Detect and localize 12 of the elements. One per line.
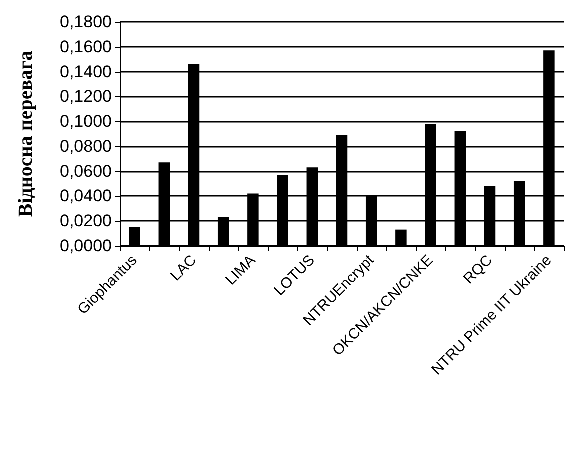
y-tick-label: 0,0800 xyxy=(60,136,112,156)
y-tick-label: 0,1600 xyxy=(60,37,112,56)
y-tick-label: 0,1200 xyxy=(60,87,112,106)
y-tick-label: 0,0000 xyxy=(60,236,112,256)
y-tick-label: 0,1000 xyxy=(60,112,112,132)
y-tick-label: 0,1800 xyxy=(60,12,112,32)
y-tick-label: 0,0200 xyxy=(60,212,112,231)
y-tick-label: 0,1400 xyxy=(60,62,112,82)
y-axis-title: Відносна перевага xyxy=(15,50,37,218)
y-tick-label: 0,0600 xyxy=(60,162,112,181)
y-tick-label: 0,0400 xyxy=(60,186,112,206)
x-tick-label: LAC xyxy=(167,252,200,285)
